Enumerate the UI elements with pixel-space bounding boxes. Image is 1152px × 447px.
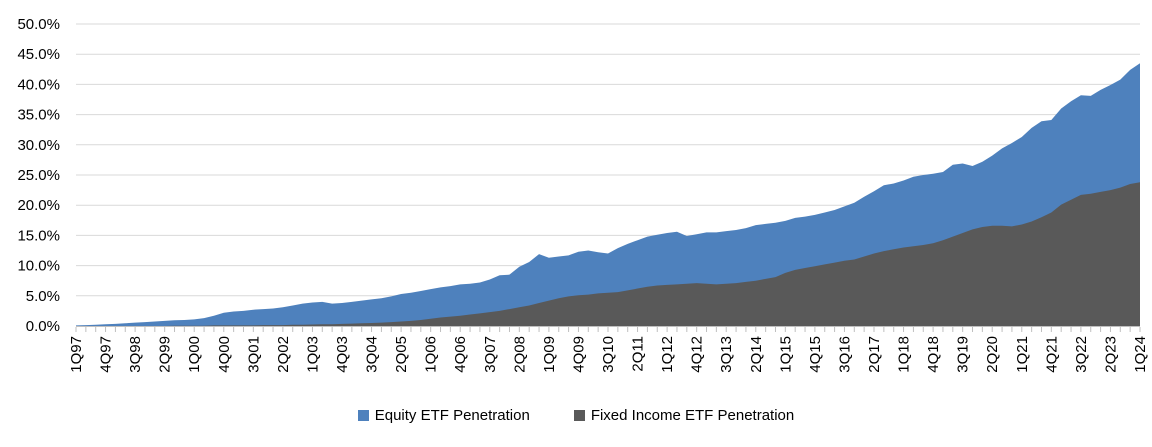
legend-item-fixed-income: Fixed Income ETF Penetration	[573, 406, 795, 424]
x-axis-label: 4Q21	[1043, 336, 1060, 373]
x-axis-label: 1Q06	[423, 336, 440, 373]
x-axis-label: 4Q00	[216, 336, 233, 373]
y-axis-label: 50.0%	[17, 16, 60, 33]
x-axis-label: 1Q18	[896, 336, 913, 373]
x-axis-label: 2Q02	[275, 336, 292, 373]
x-axis-label: 1Q12	[659, 336, 676, 373]
x-axis-label: 3Q16	[836, 336, 853, 373]
x-axis-label: 1Q21	[1014, 336, 1031, 373]
x-axis-label: 4Q09	[570, 336, 587, 373]
x-axis-label: 4Q97	[98, 336, 115, 373]
x-axis-label: 1Q03	[304, 336, 321, 373]
x-axis-label: 1Q00	[186, 336, 203, 373]
equity-legend-swatch	[357, 409, 369, 421]
x-axis-label: 2Q23	[1102, 336, 1119, 373]
y-axis-label: 0.0%	[26, 318, 60, 335]
x-axis-label: 2Q20	[984, 336, 1001, 373]
x-axis-label: 3Q98	[127, 336, 144, 373]
x-axis-label: 4Q18	[925, 336, 942, 373]
fixed-income-legend-label: Fixed Income ETF Penetration	[590, 406, 795, 424]
x-axis-label: 1Q15	[777, 336, 794, 373]
x-axis-label: 3Q07	[482, 336, 499, 373]
y-axis-label: 5.0%	[26, 288, 60, 305]
y-axis-label: 40.0%	[17, 76, 60, 93]
y-axis-label: 35.0%	[17, 107, 60, 124]
x-axis-label: 1Q97	[68, 336, 85, 373]
x-axis-label: 2Q17	[866, 336, 883, 373]
y-axis-label: 45.0%	[17, 46, 60, 63]
x-axis-label: 4Q06	[452, 336, 469, 373]
y-axis-label: 20.0%	[17, 197, 60, 214]
y-axis-label: 25.0%	[17, 167, 60, 184]
fixed-income-legend-swatch	[573, 409, 585, 421]
legend-item-equity: Equity ETF Penetration	[357, 406, 530, 424]
y-axis-label: 30.0%	[17, 137, 60, 154]
chart-legend: Equity ETF Penetration Fixed Income ETF …	[0, 401, 1152, 429]
x-axis-label: 3Q22	[1073, 336, 1090, 373]
x-axis-label: 2Q99	[157, 336, 174, 373]
x-axis-label: 4Q03	[334, 336, 351, 373]
y-axis-label: 15.0%	[17, 227, 60, 244]
equity-legend-label: Equity ETF Penetration	[374, 406, 530, 424]
x-axis-label: 2Q14	[748, 336, 765, 373]
x-axis-label: 3Q10	[600, 336, 617, 373]
x-axis-label: 3Q01	[245, 336, 262, 373]
x-axis-label: 2Q11	[630, 336, 647, 372]
x-axis-label: 4Q15	[807, 336, 824, 373]
x-axis-label: 2Q08	[511, 336, 528, 373]
x-axis-label: 1Q24	[1132, 336, 1149, 373]
y-axis-label: 10.0%	[17, 258, 60, 275]
x-axis-label: 2Q05	[393, 336, 410, 373]
fixed-income-area-series	[76, 182, 1140, 326]
x-axis-label: 3Q13	[718, 336, 735, 373]
x-axis-label: 3Q19	[955, 336, 972, 373]
x-axis-label: 1Q09	[541, 336, 558, 373]
x-axis-label: 3Q04	[364, 336, 381, 373]
x-axis-label: 4Q12	[689, 336, 706, 373]
